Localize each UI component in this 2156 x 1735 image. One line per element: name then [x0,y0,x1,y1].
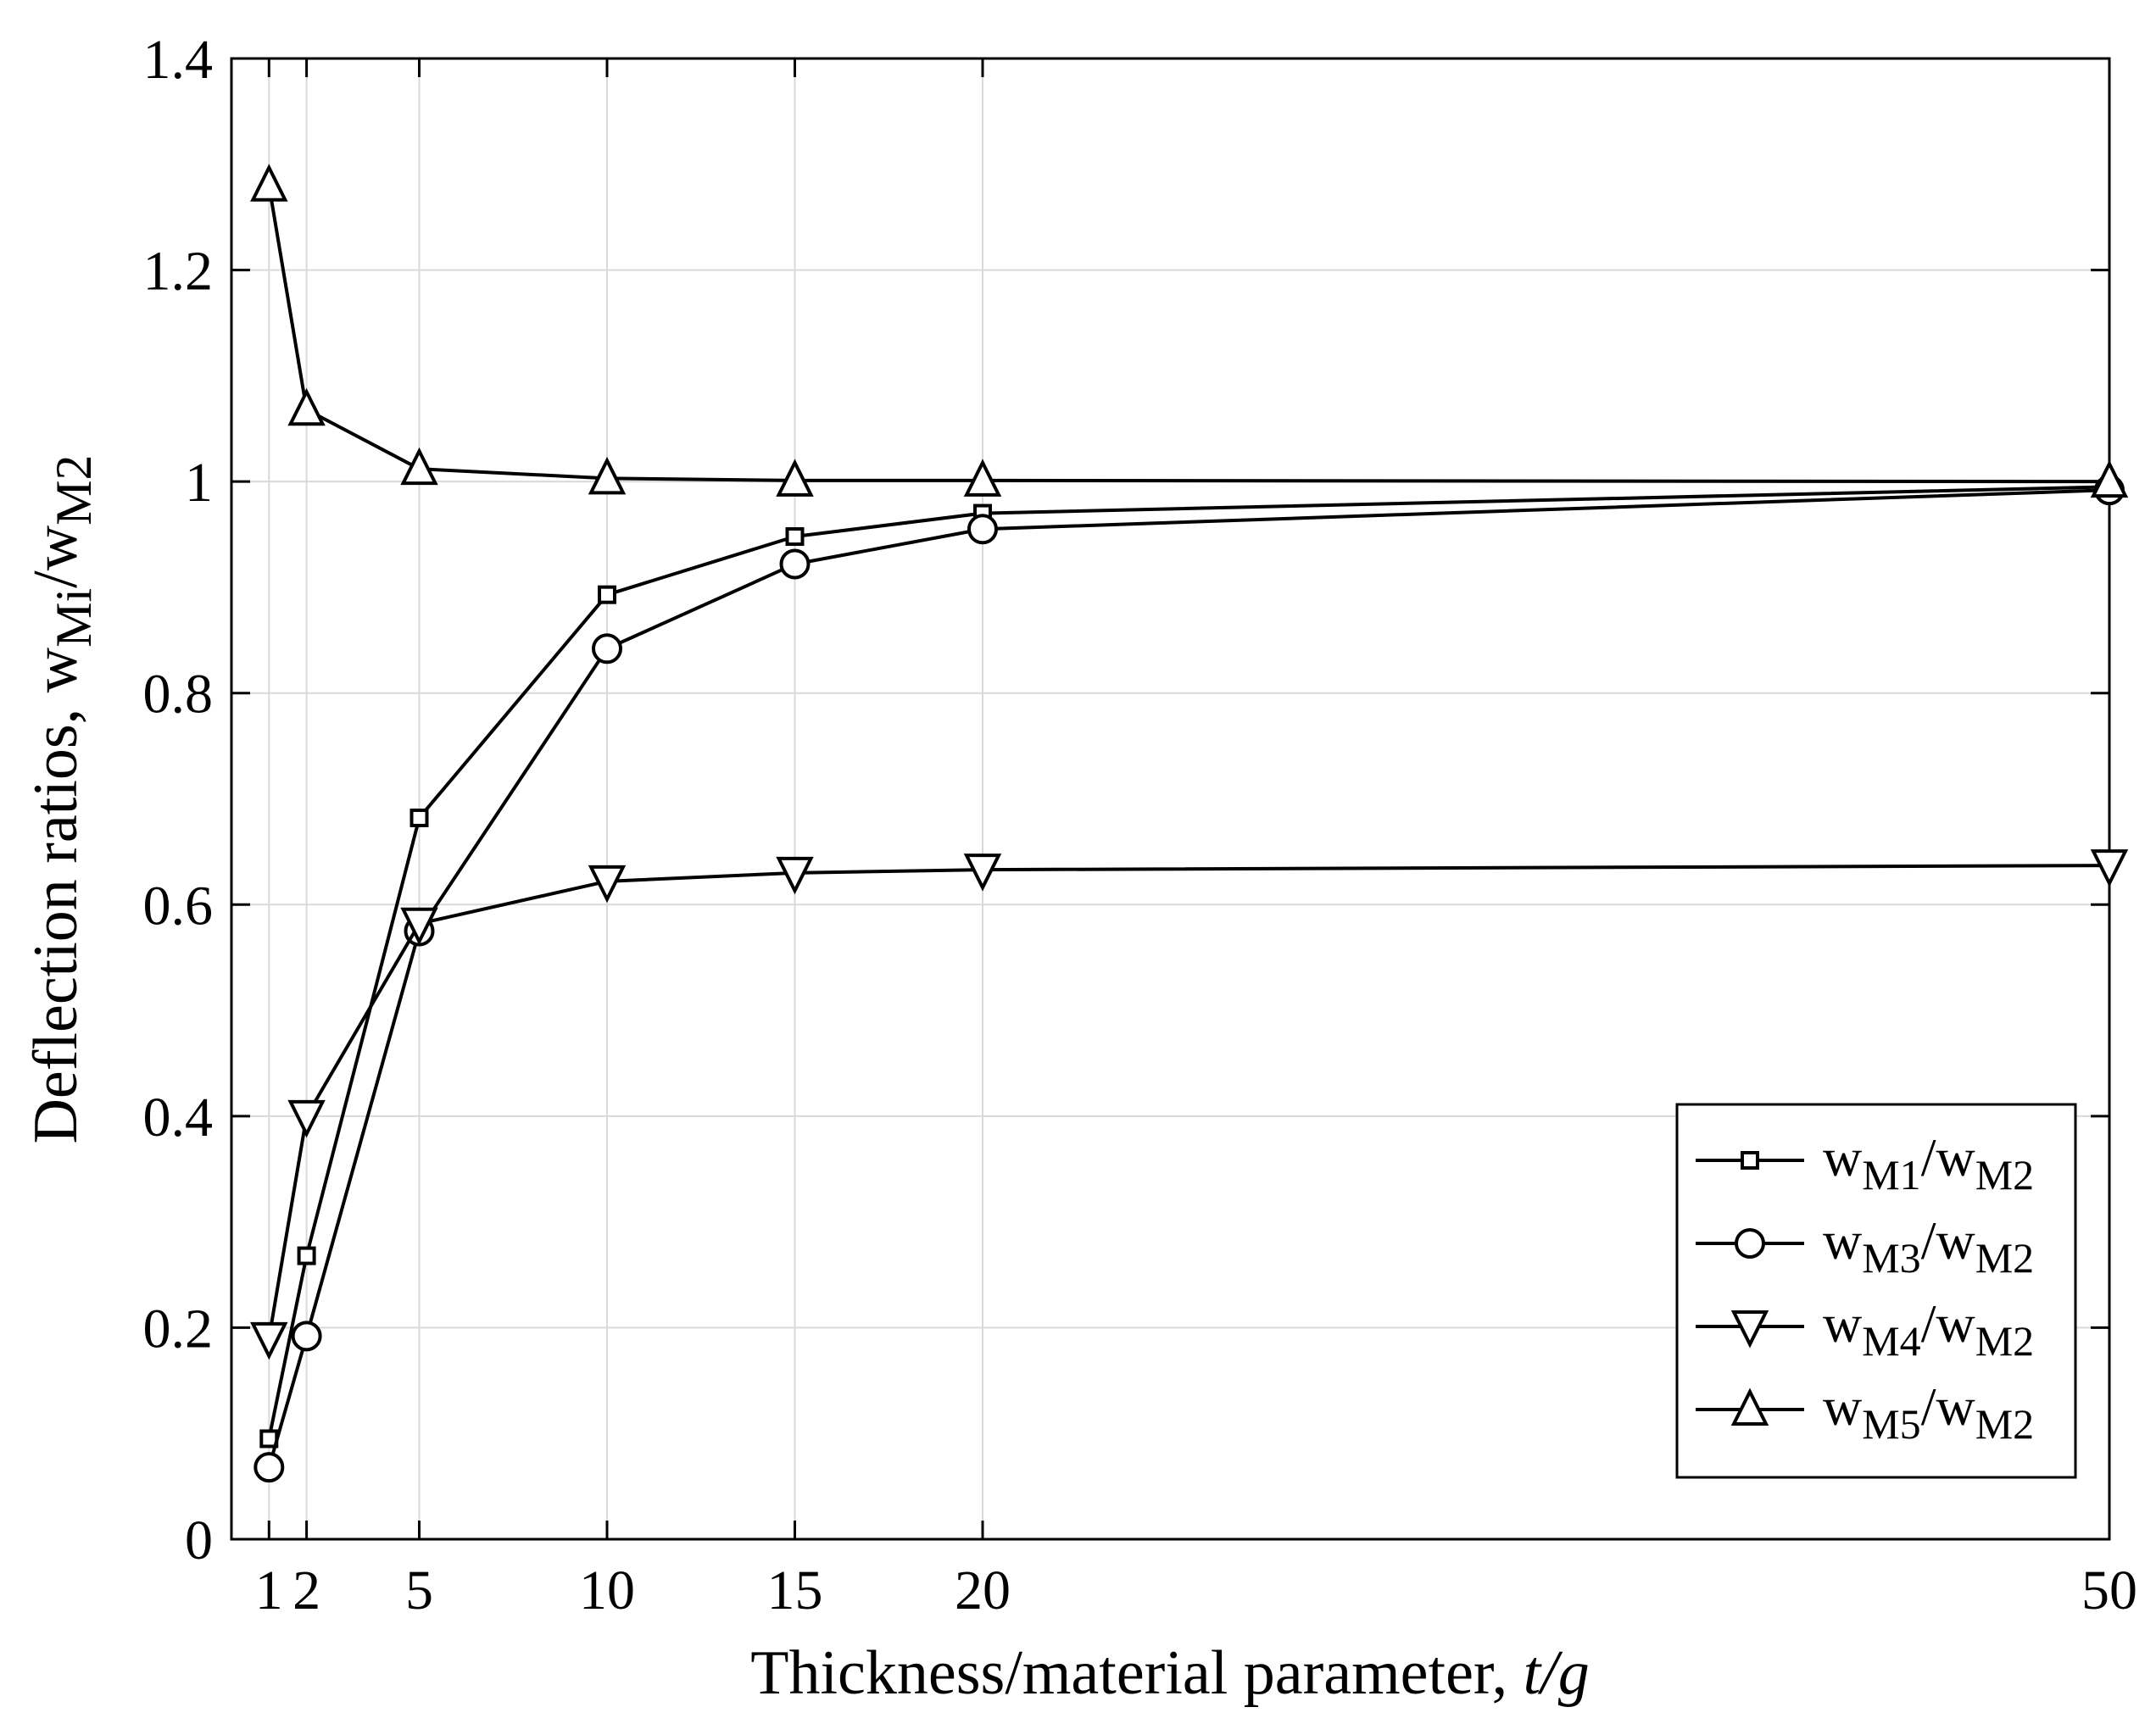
x-tick-label: 2 [292,1560,320,1621]
circle-marker [967,514,998,545]
legend-entry: wM5/wM2 [1696,1376,2034,1448]
triangle-down-marker [963,854,1002,892]
y-tick-label: 0.6 [143,875,214,937]
triangle-up-marker [1730,1387,1769,1426]
legend: wM1/wM2 wM3/wM2 wM4/wM2 wM5/wM2 [1675,1103,2077,1479]
legend-entry: wM3/wM2 [1696,1210,2034,1282]
x-tick-label: 1 [255,1560,283,1621]
y-tick-label: 0.8 [143,664,214,726]
series-triangle-up [250,164,2129,498]
plot-frame [230,57,2111,1541]
square-marker [297,1246,316,1265]
x-axis-title: Thickness/material parameter, t/g [750,1638,1589,1708]
square-marker [409,808,429,827]
y-tick-label: 0.4 [143,1087,214,1148]
legend-label: wM4/wM2 [1823,1293,2034,1365]
triangle-up-marker [776,459,814,497]
triangle-up-marker [250,164,288,202]
triangle-up-marker [588,456,627,495]
y-axis-title: Deflection ratios, wMi/wM2 [21,454,102,1143]
series-triangle-down [250,849,2129,1360]
triangle-up-marker [963,459,1002,497]
triangle-up-marker [400,447,438,486]
triangle-down-marker [1730,1310,1769,1349]
circle-marker [779,548,811,580]
circle-marker [291,1321,322,1352]
circle-marker [592,633,622,665]
triangle-up-marker [2090,459,2129,498]
legend-label: wM5/wM2 [1823,1376,2034,1448]
x-tick-label: 15 [767,1560,823,1621]
series-line [267,185,2110,484]
x-tick-label: 5 [405,1560,433,1621]
triangle-up-marker [287,387,326,426]
square-marker [1741,1151,1759,1170]
triangle-down-marker [776,856,814,895]
triangle-down-marker [2090,849,2129,887]
y-tick-label: 1.4 [143,29,214,91]
triangle-down-marker [588,865,627,904]
legend-entry: wM4/wM2 [1696,1293,2034,1365]
legend-entry: wM1/wM2 [1696,1127,2034,1198]
triangle-down-marker [400,907,438,946]
circle-marker [253,1452,285,1483]
square-marker [785,527,805,547]
x-tick-label: 10 [579,1560,635,1621]
y-tick-label: 1.2 [143,241,214,303]
legend-label: wM3/wM2 [1823,1210,2034,1282]
legend-label: wM1/wM2 [1823,1127,2034,1198]
triangle-down-marker [287,1099,326,1138]
series-layer [250,164,2129,1483]
circle-marker [1735,1228,1765,1259]
y-tick-label: 1 [185,452,213,514]
x-tick-label: 50 [2081,1560,2137,1621]
x-tick-label: 20 [955,1560,1011,1621]
y-tick-label: 0.2 [143,1298,214,1360]
triangle-down-marker [250,1321,288,1360]
square-marker [598,585,616,604]
y-tick-label: 0 [185,1510,213,1571]
grid-layer [231,58,2109,1539]
